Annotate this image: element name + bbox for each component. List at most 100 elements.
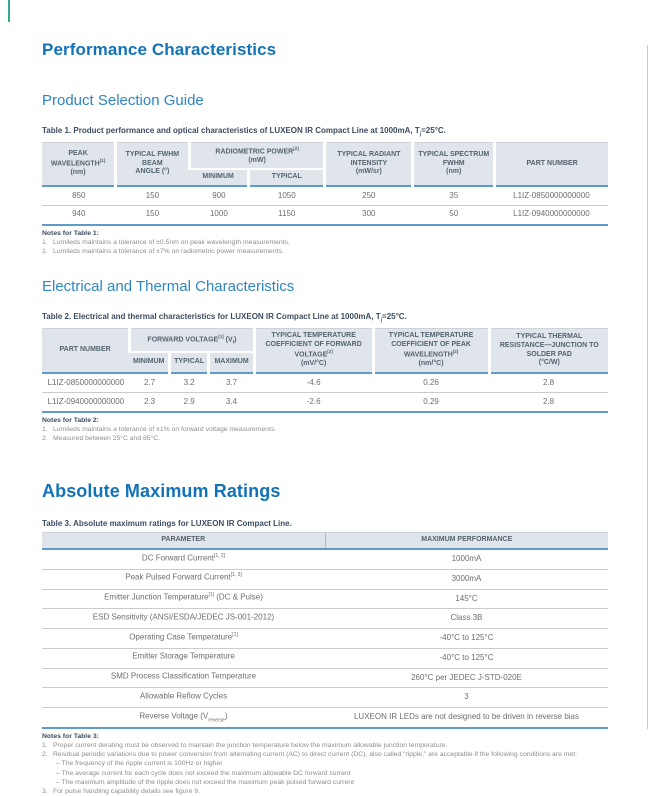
parameter-label: SMD Process Classification Temperature	[110, 671, 257, 681]
table2-caption-tail: =25°C.	[382, 312, 407, 322]
parameter-tail: (DC & Pulse)	[214, 592, 263, 602]
table-cell: 250	[324, 186, 413, 206]
note-item: 1. Proper current derating must be observ…	[42, 741, 608, 750]
parameter-subscript: reverse	[208, 716, 225, 723]
table1-caption-tail: =25°C.	[421, 126, 446, 135]
table-cell: 3.4	[208, 392, 255, 413]
header-note-ref: [2]	[293, 145, 299, 151]
table-cell: 0.26	[373, 373, 490, 394]
table-cell: 850	[42, 186, 116, 206]
header-unit: (nm)	[70, 169, 86, 177]
note-number: 1.	[42, 425, 48, 433]
table-row: Reverse Voltage (Vreverse) LUXEON IR LED…	[42, 707, 608, 729]
table2-col-temp-coeff-forward-voltage: TYPICAL TEMPERATURE COEFFICIENT OF FORWA…	[252, 327, 374, 375]
note-text: – The average current for each cycle doe…	[56, 769, 351, 777]
table1-caption-text: Table 1. Product performance and optical…	[42, 126, 420, 135]
table-cell-parameter: Emitter Storage Temperature	[42, 648, 325, 669]
table1-notes: Notes for Table 1: 1. Lumileds maintains …	[42, 229, 608, 257]
section-title-performance: Performance Characteristics	[42, 40, 277, 59]
note-text: Lumileds maintains a tolerance of ±1% on…	[53, 425, 277, 433]
table3-notes: Notes for Table 3: 1. Proper current dera…	[42, 732, 608, 796]
note-number: 1.	[42, 741, 48, 749]
table-row: Operating Case Temperature[1] -40°C to 1…	[42, 628, 608, 649]
note-number: 3.	[42, 787, 48, 795]
note-item: 3. For pulse handling capability details …	[42, 787, 608, 796]
table1-product-selection: PEAK WAVELENGTH[1] (nm) TYPICAL FWHM BEAM…	[42, 141, 608, 226]
table-cell-parameter: SMD Process Classification Temperature	[42, 668, 325, 689]
datasheet-page: Performance Characteristics Product Sele…	[42, 0, 608, 796]
notes-title: Notes for Table 2:	[42, 416, 99, 424]
table-cell-parameter: Emitter Junction Temperature[1] (DC & Pu…	[42, 589, 325, 610]
table-cell: 900	[189, 186, 249, 206]
header-subscript: f	[232, 340, 235, 346]
note-text: Lumileds maintains a tolerance of ±0.5nm…	[53, 238, 290, 246]
table-row: Allowable Reflow Cycles 3	[42, 687, 608, 709]
table-cell: 3.7	[208, 373, 255, 394]
table2-col-temp-coeff-peak-wavelength: TYPICAL TEMPERATURE COEFFICIENT OF PEAK …	[371, 327, 490, 375]
header-note-ref: [2]	[452, 349, 459, 355]
table1-col-radiant-intensity: TYPICAL RADIANT INTENSITY (mW/sr)	[323, 141, 413, 188]
header-unit: (nm/°C)	[418, 360, 444, 368]
table2-caption-text: Table 2. Electrical and thermal characte…	[42, 312, 381, 322]
table-row: Peak Pulsed Forward Current[1, 3] 3000mA	[42, 569, 608, 590]
table-row: 940 150 1000 1150 300 50 L1IZ-0940000000…	[42, 205, 608, 226]
header-label: (V	[223, 336, 233, 344]
note-text: – The frequency of the ripple current is…	[56, 760, 223, 768]
table-cell: 150	[115, 205, 190, 226]
table2-col-maximum: MAXIMUM	[207, 352, 255, 375]
header-unit: (nm)	[446, 168, 462, 176]
table1-col-fwhm-beam-angle: TYPICAL FWHM BEAM ANGLE (°)	[114, 141, 190, 188]
table3-col-max-performance: MAXIMUM PERFORMANCE	[324, 532, 608, 551]
table-row: ESD Sensitivity (ANSI/ESDA/JEDEC JS-001-…	[42, 608, 608, 630]
table1-col-typical: TYPICAL	[247, 169, 325, 188]
notes-title: Notes for Table 1:	[42, 229, 99, 237]
table-cell-part-number: L1IZ-0940000000000	[42, 392, 130, 413]
table3-caption: Table 3. Absolute maximum ratings for LU…	[42, 519, 292, 529]
header-unit: (°C/W)	[538, 359, 560, 367]
section-title-electrical: Electrical and Thermal Characteristics	[42, 278, 295, 296]
table-cell-value: 145°C	[325, 589, 608, 610]
note-text: – The maximum amplitude of the ripple do…	[56, 778, 354, 786]
table-cell-part-number: L1IZ-0940000000000	[494, 205, 608, 226]
parameter-label: Operating Case Temperature	[129, 632, 233, 642]
note-number: 1.	[42, 248, 48, 256]
table-cell: -2.6	[254, 392, 374, 413]
note-ref: [1]	[232, 631, 238, 638]
table-cell-value: -40°C to 125°C	[325, 628, 608, 649]
parameter-label: Emitter Storage Temperature	[132, 651, 235, 661]
note-number: 2.	[42, 751, 48, 759]
note-subitem: – The frequency of the ripple current is…	[56, 759, 608, 768]
table1-col-minimum: MINIMUM	[189, 169, 249, 188]
note-item: 2. Measured between 25°C and 85°C.	[42, 434, 608, 443]
parameter-label: ESD Sensitivity (ANSI/ESDA/JEDEC JS-001-…	[92, 612, 275, 622]
header-label: TYPICAL RADIANT INTENSITY	[337, 150, 401, 167]
header-unit: (mW)	[248, 156, 266, 164]
header-note-ref: [1]	[99, 158, 106, 164]
header-label: PART NUMBER	[526, 159, 578, 167]
table-cell-parameter: Allowable Reflow Cycles	[42, 687, 325, 709]
table-cell-part-number: L1IZ-0850000000000	[42, 373, 130, 394]
table-cell: 50	[412, 205, 495, 226]
parameter-label: Allowable Reflow Cycles	[139, 691, 228, 701]
header-label: RADIOMETRIC POWER	[215, 147, 294, 155]
table-cell: 3.2	[169, 373, 209, 394]
header-unit: (mW/sr)	[355, 168, 382, 176]
note-item: 1. Lumileds maintains a tolerance of ±7% …	[42, 247, 608, 256]
table1-col-spectrum-fwhm: TYPICAL SPECTRUM FWHM (nm)	[411, 141, 495, 188]
table1-caption-subscript: j	[419, 131, 422, 138]
parameter-label: Peak Pulsed Forward Current	[125, 572, 231, 582]
header-label: TYPICAL SPECTRUM FWHM	[418, 150, 490, 167]
table-cell-parameter: Peak Pulsed Forward Current[1, 3]	[42, 569, 325, 590]
table-row: SMD Process Classification Temperature 2…	[42, 668, 608, 689]
table3-absolute-maximum-ratings: PARAMETER MAXIMUM PERFORMANCE DC Forward…	[42, 532, 608, 729]
table-cell-value: 3	[325, 687, 608, 709]
table-cell: 2.8	[489, 392, 608, 413]
table-cell: 2.8	[489, 373, 608, 394]
table1-caption: Table 1. Product performance and optical…	[42, 126, 608, 138]
table2-caption-subscript: j	[380, 317, 383, 324]
table-row: 850 150 900 1050 250 35 L1IZ-08500000000…	[42, 186, 608, 206]
note-text: For pulse handling capability details se…	[53, 787, 200, 795]
table-cell: 35	[412, 186, 495, 206]
parameter-label: DC Forward Current	[141, 553, 214, 563]
table1-col-radiometric-power: RADIOMETRIC POWER[2] (mW)	[187, 141, 325, 171]
